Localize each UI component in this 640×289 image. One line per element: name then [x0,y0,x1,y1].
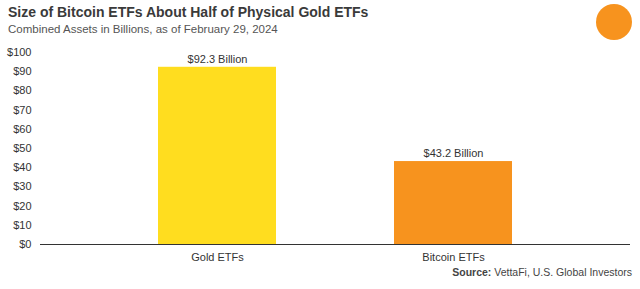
svg-text:$50: $50 [13,142,31,154]
svg-text:$30: $30 [13,180,31,192]
svg-text:$100: $100 [7,46,31,58]
svg-text:$20: $20 [13,200,31,212]
html-text:Source: VettaFi, U.S. Global I: Source: VettaFi, U.S. Global Investors [452,266,632,278]
html-text:Combined Assets in Billions, a: Combined Assets in Billions, as of Febru… [8,23,278,35]
html-text:Size of Bitcoin ETFs About Hal: Size of Bitcoin ETFs About Half of Physi… [8,4,369,20]
svg-text:Gold ETFs: Gold ETFs [191,251,244,263]
svg-text:$80: $80 [13,84,31,96]
svg-text:Bitcoin ETFs: Bitcoin ETFs [422,251,485,263]
svg-text:$92.3 Billion: $92.3 Billion [188,53,248,65]
svg-text:$43.2 Billion: $43.2 Billion [424,147,484,159]
svg-text:$60: $60 [13,123,31,135]
svg-text:$70: $70 [13,104,31,116]
svg-text:$10: $10 [13,219,31,231]
svg-text:$90: $90 [13,65,31,77]
svg-text:$40: $40 [13,161,31,173]
svg-text:$0: $0 [19,238,31,250]
